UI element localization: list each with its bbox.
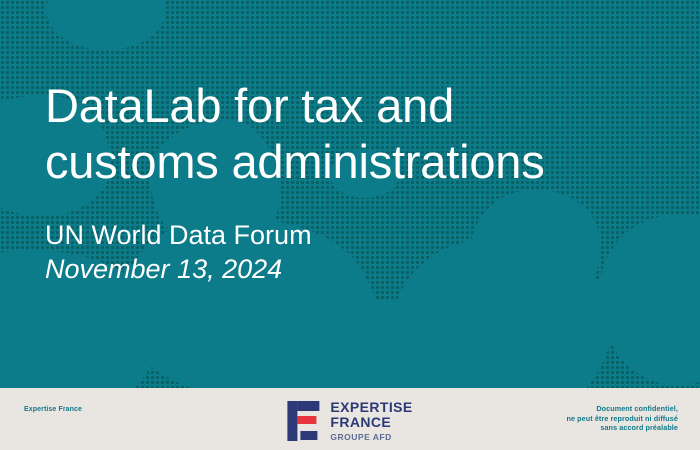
ocean-shape — [470, 190, 600, 310]
logo-top-arm-shape — [297, 400, 320, 411]
subtitle-block: UN World Data Forum November 13, 2024 — [45, 218, 312, 286]
logo-stem-shape — [287, 400, 298, 441]
logo-bottom-arm-shape — [300, 430, 318, 440]
expertise-france-logo: EXPERTISE FRANCE GROUPE AFD — [287, 400, 412, 441]
slide-subtitle-date: November 13, 2024 — [45, 254, 283, 284]
slide-footer: Expertise France EXPERTISE FRANCE GROUPE… — [0, 388, 700, 450]
slide-subtitle-event: UN World Data Forum — [45, 220, 312, 250]
logo-group-label: GROUPE AFD — [330, 431, 392, 442]
logo-red-accent-shape — [297, 415, 317, 424]
logo-name: EXPERTISE FRANCE — [330, 399, 413, 430]
title-block: DataLab for tax and customs administrati… — [45, 78, 645, 190]
logo-wordmark: EXPERTISE FRANCE GROUPE AFD — [330, 400, 412, 441]
expertise-france-logo-icon — [287, 400, 321, 441]
ocean-shape — [330, 150, 400, 198]
ocean-shape — [0, 96, 110, 216]
footer-brand-text: Expertise France — [24, 406, 83, 413]
slide-title: DataLab for tax and customs administrati… — [45, 79, 545, 188]
confidentiality-notice: Document confidentiel, ne peut être repr… — [566, 404, 678, 432]
